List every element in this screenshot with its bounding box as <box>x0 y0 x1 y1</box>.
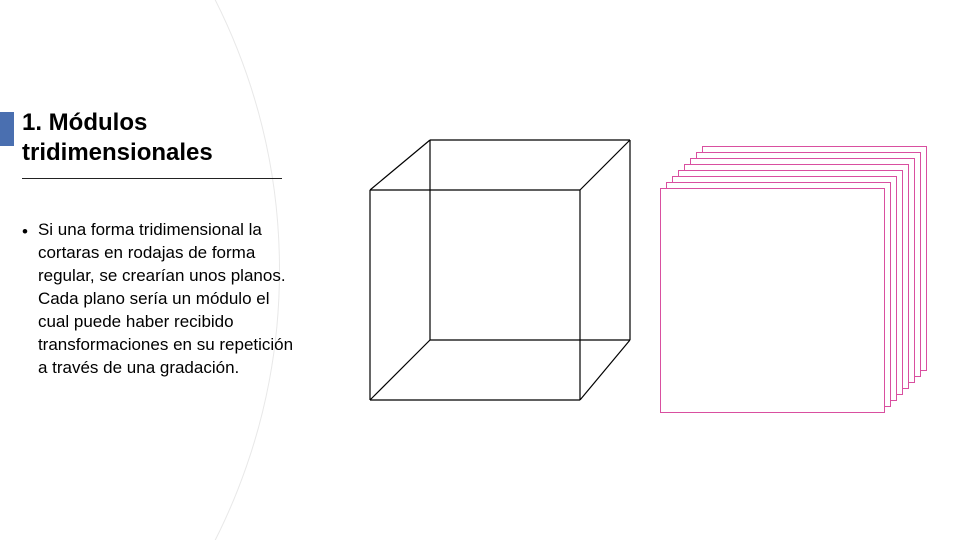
figure-area <box>360 130 940 430</box>
bullet-text: Si una forma tridimensional la cortaras … <box>38 219 302 380</box>
slide: 1. Módulos tridimensionales • Si una for… <box>0 0 960 540</box>
bullet-item: • Si una forma tridimensional la cortara… <box>22 219 302 380</box>
cube-diagram <box>360 130 640 410</box>
slide-body: • Si una forma tridimensional la cortara… <box>22 219 302 380</box>
title-accent-bar <box>0 112 14 146</box>
slide-title: 1. Módulos tridimensionales <box>22 108 282 179</box>
plane <box>660 188 885 413</box>
bullet-marker: • <box>22 219 28 380</box>
planes-diagram <box>660 140 940 420</box>
